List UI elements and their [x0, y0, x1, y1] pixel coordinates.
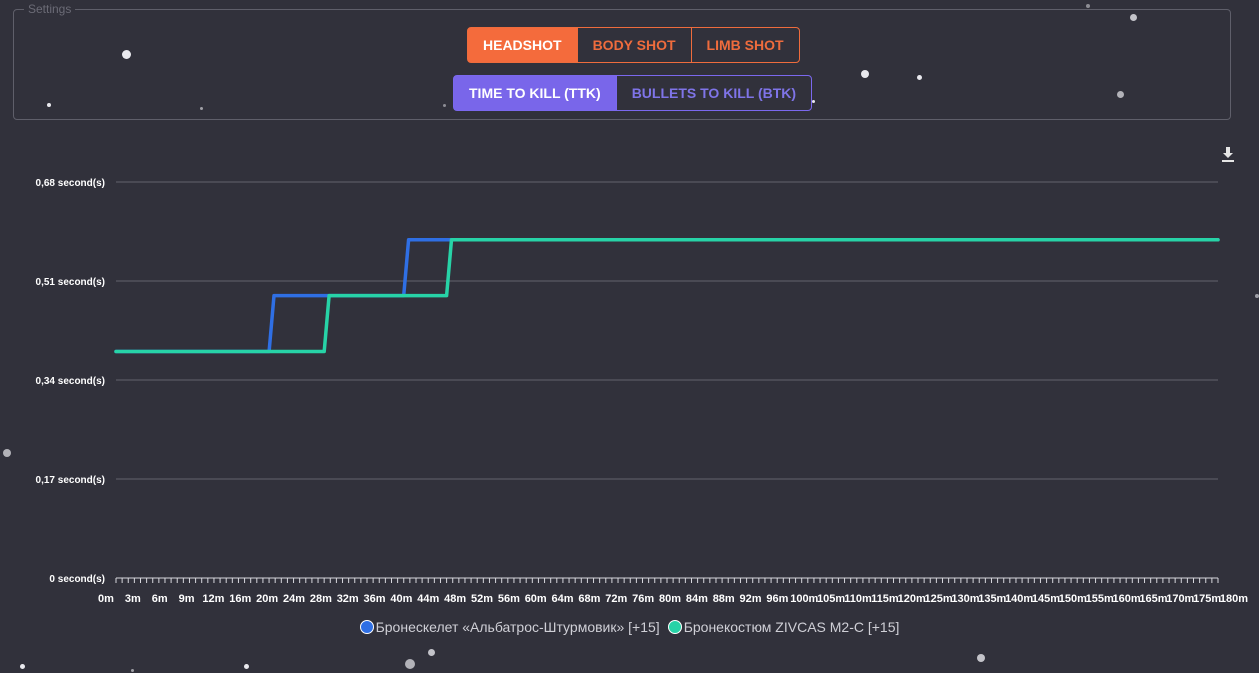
- x-tick-label: 140m: [1005, 593, 1033, 605]
- y-tick-label: 0,51 second(s): [36, 277, 105, 288]
- x-tick-label: 20m: [256, 593, 278, 605]
- x-tick-label: 180m: [1220, 593, 1248, 605]
- background-particle: [861, 70, 869, 78]
- x-tick-label: 56m: [498, 593, 520, 605]
- settings-panel: Settings: [13, 2, 1231, 120]
- x-tick-label: 125m: [925, 593, 953, 605]
- x-tick-label: 100m: [790, 593, 818, 605]
- x-tick-label: 64m: [552, 593, 574, 605]
- background-particle: [1255, 294, 1259, 298]
- background-particle: [1130, 14, 1137, 21]
- series-line-2: [114, 237, 1220, 354]
- x-tick-label: 170m: [1166, 593, 1194, 605]
- x-tick-label: 110m: [844, 593, 872, 605]
- x-tick-label: 160m: [1113, 593, 1141, 605]
- x-tick-label: 32m: [337, 593, 359, 605]
- x-tick-label: 6m: [152, 593, 168, 605]
- background-particle: [3, 449, 11, 457]
- x-tick-label: 150m: [1059, 593, 1087, 605]
- x-tick-label: 84m: [686, 593, 708, 605]
- x-tick-label: 3m: [125, 593, 141, 605]
- shot-type-toggle: HEADSHOT BODY SHOT LIMB SHOT: [467, 27, 800, 63]
- y-tick-label: 0,34 second(s): [36, 376, 105, 387]
- background-particle: [131, 669, 134, 672]
- chart-legend: Бронескелет «Альбатрос-Штурмовик» [+15] …: [0, 619, 1259, 635]
- x-tick-label: 96m: [766, 593, 788, 605]
- x-tick-label: 80m: [659, 593, 681, 605]
- x-tick-label: 105m: [817, 593, 845, 605]
- x-tick-label: 120m: [898, 593, 926, 605]
- series-line-1: [114, 237, 1220, 354]
- background-particle: [917, 75, 922, 80]
- legend-label-series-1: Бронескелет «Альбатрос-Штурмовик» [+15]: [375, 619, 660, 635]
- x-tick-label: 72m: [605, 593, 627, 605]
- x-tick-label: 155m: [1086, 593, 1114, 605]
- background-particle: [443, 104, 446, 107]
- background-particle: [977, 654, 985, 662]
- background-particle: [1086, 4, 1090, 8]
- settings-legend: Settings: [28, 2, 72, 16]
- x-tick-label: 135m: [978, 593, 1006, 605]
- legend-item-series-2[interactable]: Бронекостюм ZIVCAS M2-C [+15]: [667, 619, 900, 635]
- x-tick-label: 130m: [951, 593, 979, 605]
- x-tick-label: 48m: [444, 593, 466, 605]
- background-particle: [244, 664, 249, 669]
- x-tick-label: 145m: [1032, 593, 1060, 605]
- y-tick-label: 0 second(s): [49, 574, 105, 585]
- x-tick-label: 9m: [179, 593, 195, 605]
- background-particle: [1117, 91, 1124, 98]
- background-particle: [200, 107, 203, 110]
- background-particle: [405, 659, 415, 669]
- background-particle: [47, 103, 51, 107]
- legend-swatch-series-1: [359, 620, 374, 634]
- limb-shot-button[interactable]: LIMB SHOT: [690, 27, 800, 63]
- x-tick-label: 68m: [578, 593, 600, 605]
- x-tick-label: 40m: [390, 593, 412, 605]
- y-tick-label: 0,68 second(s): [36, 178, 105, 189]
- x-tick-label: 165m: [1139, 593, 1167, 605]
- x-tick-label: 88m: [713, 593, 735, 605]
- y-tick-label: 0,17 second(s): [36, 475, 105, 486]
- x-tick-label: 60m: [525, 593, 547, 605]
- x-tick-label: 76m: [632, 593, 654, 605]
- x-tick-label: 52m: [471, 593, 493, 605]
- x-tick-label: 16m: [229, 593, 251, 605]
- legend-item-series-1[interactable]: Бронескелет «Альбатрос-Штурмовик» [+15]: [359, 619, 660, 635]
- download-icon[interactable]: [1218, 144, 1238, 164]
- x-tick-label: 12m: [202, 593, 224, 605]
- legend-label-series-2: Бронекостюм ZIVCAS M2-C [+15]: [683, 619, 900, 635]
- x-tick-label: 36m: [364, 593, 386, 605]
- background-particle: [122, 50, 131, 59]
- x-tick-label: 0m: [98, 593, 114, 605]
- background-particle: [812, 100, 815, 103]
- legend-swatch-series-2: [667, 620, 682, 634]
- x-tick-label: 28m: [310, 593, 332, 605]
- x-tick-label: 115m: [871, 593, 899, 605]
- x-tick-label: 24m: [283, 593, 305, 605]
- x-tick-label: 175m: [1193, 593, 1221, 605]
- x-tick-label: 92m: [740, 593, 762, 605]
- background-particle: [428, 649, 435, 656]
- x-tick-label: 44m: [417, 593, 439, 605]
- background-particle: [20, 664, 25, 669]
- bullets-to-kill-button[interactable]: BULLETS TO KILL (BTK): [615, 75, 813, 111]
- metric-toggle: TIME TO KILL (TTK) BULLETS TO KILL (BTK): [453, 75, 813, 111]
